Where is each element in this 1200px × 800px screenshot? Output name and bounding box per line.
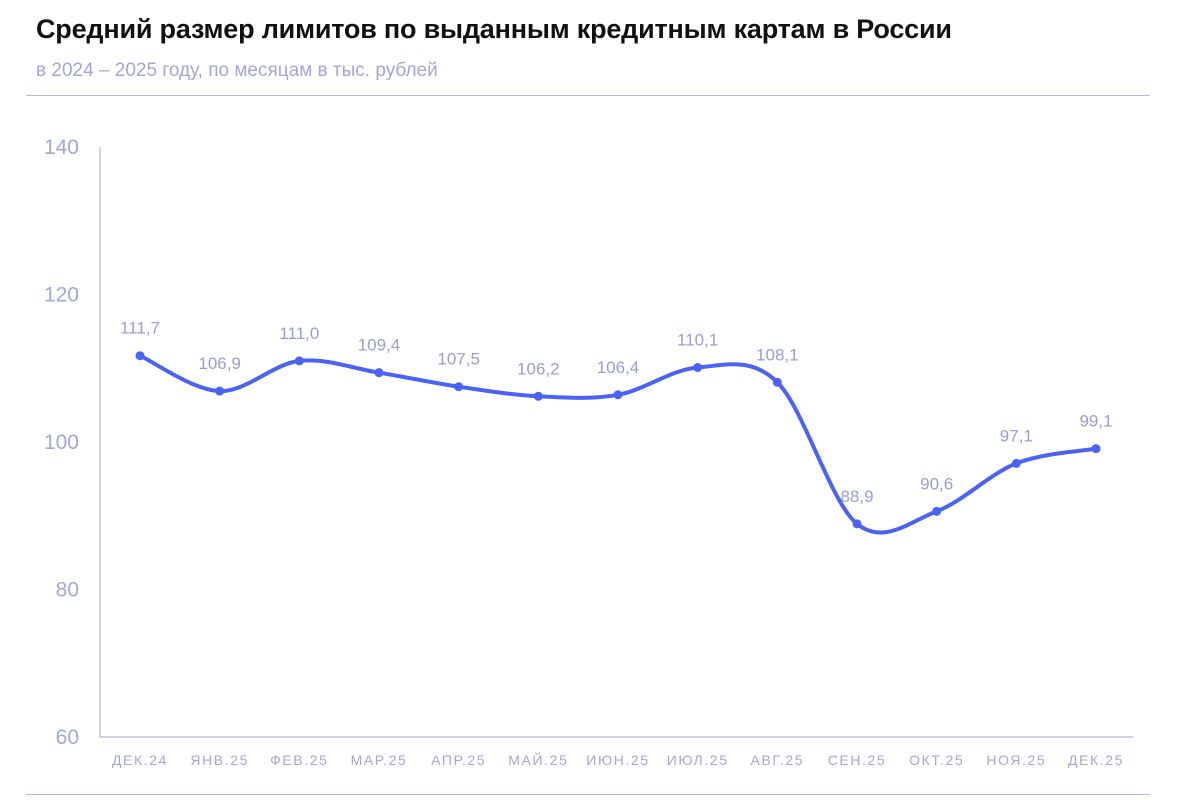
chart-title: Средний размер лимитов по выданным креди… bbox=[36, 14, 952, 44]
x-tick-label: НОЯ.25 bbox=[986, 752, 1046, 768]
data-point bbox=[215, 386, 225, 396]
top-divider bbox=[26, 95, 1150, 96]
x-tick-label: АПР.25 bbox=[431, 752, 486, 768]
x-tick-label: ФЕВ.25 bbox=[270, 752, 328, 768]
data-point bbox=[454, 382, 464, 392]
data-label: 110,1 bbox=[677, 331, 718, 350]
series-line bbox=[138, 353, 1098, 535]
x-tick-label: ОКТ.25 bbox=[909, 752, 964, 768]
x-tick-label: ИЮН.25 bbox=[586, 752, 649, 768]
data-label: 108,1 bbox=[756, 345, 799, 364]
data-label: 106,9 bbox=[198, 354, 241, 373]
data-label: 97,1 bbox=[1000, 426, 1033, 445]
x-tick-label: ДЕК.25 bbox=[1068, 752, 1124, 768]
x-tick-label: ИЮЛ.25 bbox=[667, 752, 729, 768]
x-tick-label: МАР.25 bbox=[351, 752, 408, 768]
data-label: 99,1 bbox=[1079, 412, 1112, 431]
data-label: 109,4 bbox=[358, 336, 401, 355]
data-point bbox=[772, 377, 782, 387]
x-tick-label: ДЕК.24 bbox=[112, 752, 168, 768]
data-point bbox=[533, 391, 543, 401]
data-label: 111,0 bbox=[279, 324, 319, 343]
y-tick-label: 120 bbox=[44, 284, 79, 307]
x-tick-label: МАЙ.25 bbox=[508, 751, 568, 768]
data-label: 106,2 bbox=[517, 359, 560, 378]
data-point bbox=[693, 363, 703, 373]
y-tick-label: 140 bbox=[44, 136, 79, 159]
data-label: 90,6 bbox=[920, 474, 953, 493]
data-point bbox=[613, 390, 623, 400]
data-point bbox=[1091, 444, 1101, 454]
x-tick-label: ЯНВ.25 bbox=[190, 752, 249, 768]
data-point bbox=[852, 519, 862, 529]
data-label: 107,5 bbox=[437, 350, 480, 369]
data-label: 106,4 bbox=[597, 358, 640, 377]
data-point bbox=[374, 368, 384, 378]
y-tick-label: 80 bbox=[56, 579, 79, 602]
data-point bbox=[932, 506, 942, 516]
x-tick-label: СЕН.25 bbox=[828, 752, 887, 768]
chart-subtitle: в 2024 – 2025 году, по месяцам в тыс. ру… bbox=[36, 60, 438, 81]
data-point bbox=[1011, 458, 1021, 468]
y-tick-label: 100 bbox=[44, 431, 79, 454]
data-label: 88,9 bbox=[840, 487, 873, 506]
bottom-divider bbox=[26, 794, 1150, 795]
y-tick-label: 60 bbox=[56, 726, 79, 749]
data-point bbox=[294, 356, 304, 366]
data-label: 111,7 bbox=[120, 319, 160, 338]
data-point bbox=[135, 351, 145, 361]
x-tick-label: АВГ.25 bbox=[751, 752, 805, 768]
